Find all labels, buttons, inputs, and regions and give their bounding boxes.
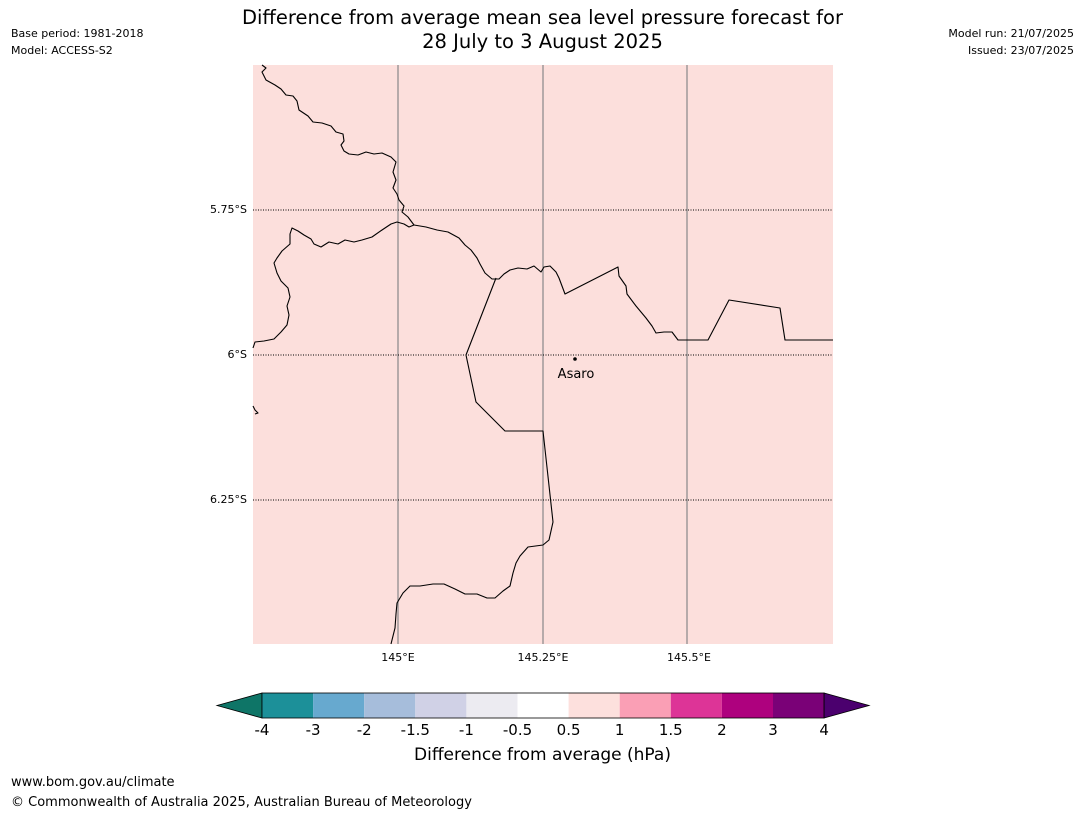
colorbar-tick-label: -3 — [306, 721, 321, 739]
colorbar-label: Difference from average (hPa) — [414, 745, 671, 765]
colorbar-extend-low — [215, 692, 263, 719]
lat-label-5-75s: 5.75°S — [210, 203, 247, 216]
lon-label-145-25e: 145.25°E — [518, 651, 569, 664]
metadata-right: Model run: 21/07/2025 Issued: 23/07/2025 — [948, 25, 1074, 59]
map-title: Difference from average mean sea level p… — [0, 6, 1085, 54]
colorbar-tick-label: 4 — [819, 721, 829, 739]
place-name: Asaro — [558, 367, 595, 382]
lon-label-145-5e: 145.5°E — [667, 651, 711, 664]
footer-url: www.bom.gov.au/climate — [11, 775, 175, 790]
colorbar-swatch — [313, 693, 365, 718]
issued-date: Issued: 23/07/2025 — [967, 44, 1074, 57]
boundary-line-4 — [252, 405, 259, 415]
boundary-line-2 — [413, 224, 833, 341]
colorbar-swatch — [773, 693, 825, 718]
footer-copyright: © Commonwealth of Australia 2025, Austra… — [11, 795, 472, 810]
title-line-2: 28 July to 3 August 2025 — [422, 30, 663, 53]
colorbar-swatch — [517, 693, 569, 718]
colorbar-scale: -4 -3 -2 -1.5 -1 -0.5 0.5 1 1.5 2 3 4 — [215, 692, 871, 739]
colorbar-extend-high — [823, 692, 871, 719]
lat-label-6-25s: 6.25°S — [210, 493, 247, 506]
colorbar-tick-label: -2 — [357, 721, 372, 739]
colorbar-swatch — [466, 693, 518, 718]
colorbar-tick-label: 0.5 — [557, 721, 581, 739]
colorbar-tick-label: -1 — [459, 721, 474, 739]
base-period: Base period: 1981-2018 — [11, 27, 144, 40]
lat-label-6s: 6°S — [228, 348, 247, 361]
colorbar-swatch — [721, 693, 773, 718]
colorbar-outline — [261, 692, 825, 719]
colorbar-tick-label: 2 — [717, 721, 727, 739]
colorbar-swatch — [619, 693, 671, 718]
colorbar-swatch — [262, 693, 314, 718]
colorbar-tick-label: -1.5 — [401, 721, 430, 739]
colorbar-tick-label: 3 — [768, 721, 778, 739]
place-marker — [573, 357, 577, 361]
boundary-line-3 — [390, 277, 554, 645]
colorbar-tick-label: 1 — [615, 721, 625, 739]
colorbar-swatch — [364, 693, 416, 718]
colorbar-tick-label: -4 — [255, 721, 270, 739]
model-name: Model: ACCESS-S2 — [11, 44, 113, 57]
colorbar-swatch — [568, 693, 620, 718]
metadata-left: Base period: 1981-2018 Model: ACCESS-S2 — [11, 25, 143, 59]
lon-label-145e: 145°E — [381, 651, 414, 664]
colorbar-tick-label: -0.5 — [503, 721, 532, 739]
title-line-1: Difference from average mean sea level p… — [242, 6, 843, 29]
colorbar-swatch — [670, 693, 722, 718]
colorbar-swatch — [415, 693, 467, 718]
map: Asaro 5.75°S 6°S 6.25°S 145°E 145.25°E 1… — [210, 64, 833, 664]
colorbar: -4 -3 -2 -1.5 -1 -0.5 0.5 1 1.5 2 3 4 — [215, 692, 871, 739]
model-run: Model run: 21/07/2025 — [948, 27, 1074, 40]
colorbar-tick-label: 1.5 — [659, 721, 683, 739]
